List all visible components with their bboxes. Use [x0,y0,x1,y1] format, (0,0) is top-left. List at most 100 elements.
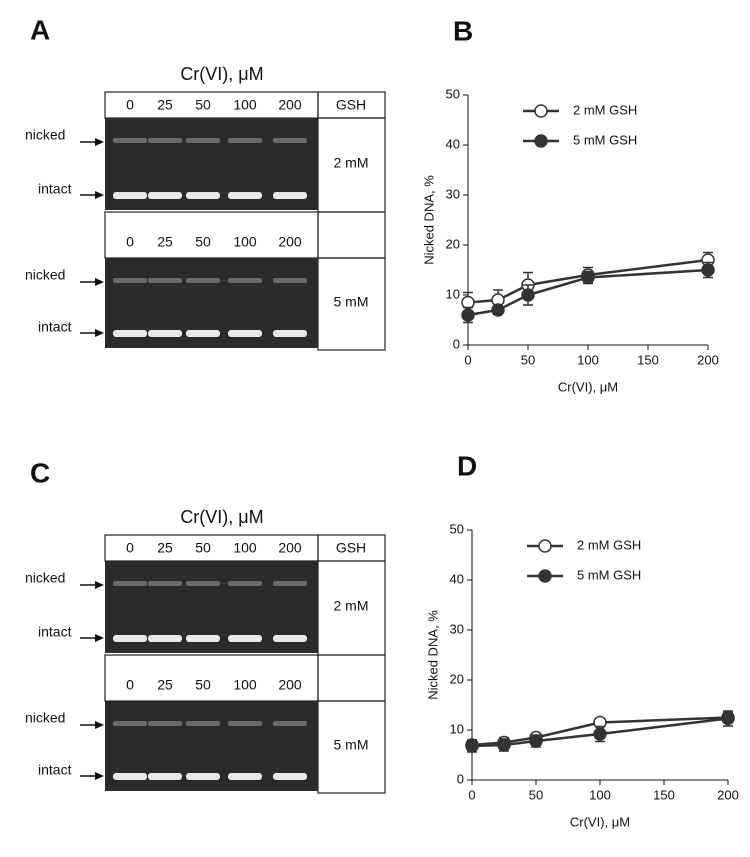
band-intact [113,192,147,199]
legend-marker [538,539,552,553]
band-intact [148,192,182,199]
arrow-head [95,278,104,286]
data-point [721,711,735,726]
band-nicked [273,581,307,586]
band-label: intact [38,624,72,640]
lane-label: 200 [278,677,302,693]
arrow-head [95,634,104,642]
legend-label: 5 mM GSH [577,567,641,582]
band-intact [228,192,262,199]
row-label: 5 mM [334,294,369,310]
band-nicked [186,721,220,726]
data-point [581,270,595,285]
band-nicked [228,581,262,586]
gsh-label: GSH [336,97,366,113]
band-label: intact [38,181,72,197]
legend-marker [538,569,552,583]
row-label: 5 mM [334,737,369,753]
y-tick-label: 10 [450,721,464,736]
row-label: 2 mM [334,155,369,171]
y-tick-label: 50 [446,86,460,101]
x-tick-label: 150 [653,787,675,802]
lane-label: 50 [195,540,211,556]
band-nicked [113,138,147,143]
arrow-head [95,772,104,780]
band-intact [186,773,220,780]
lane-label: 100 [233,540,257,556]
x-tick-label: 100 [589,787,611,802]
y-tick-label: 40 [450,571,464,586]
band-intact [113,635,147,642]
band-nicked [273,278,307,283]
band-intact [186,192,220,199]
lane-label: 25 [157,97,173,113]
gel-panel: C Cr(VI), μM GSH 2 mM nicked intact 5 mM nicked… [25,457,386,794]
y-tick-label: 20 [446,236,460,251]
lane-label: 25 [157,234,173,250]
y-axis-label: Nicked DNA, % [425,610,440,700]
band-nicked [148,278,182,283]
x-tick-label: 200 [717,787,739,802]
arrow-head [95,138,104,146]
band-nicked [273,721,307,726]
band-nicked [186,278,220,283]
x-tick-label: 50 [529,787,543,802]
band-intact [148,635,182,642]
data-point [521,288,535,302]
band-nicked [186,138,220,143]
legend-marker [534,134,548,148]
gel-header: Cr(VI), μM [180,64,263,84]
arrow-head [95,191,104,199]
lane-label: 25 [157,540,173,556]
y-axis-label: Nicked DNA, % [421,175,436,265]
x-tick-label: 0 [468,787,475,802]
band-intact [186,635,220,642]
y-tick-label: 40 [446,136,460,151]
data-point [491,303,505,317]
x-tick-label: 100 [577,352,599,367]
table-cell [317,654,386,702]
panel-letter: C [30,457,50,488]
lane-label: 50 [195,97,211,113]
lane-label: 100 [233,234,257,250]
x-tick-label: 50 [521,352,535,367]
panel-letter: A [30,14,50,45]
band-intact [186,330,220,337]
x-axis-label: Cr(VI), μM [570,814,630,829]
data-point [701,263,715,277]
y-tick-label: 50 [450,521,464,536]
gsh-label: GSH [336,540,366,556]
data-point [529,734,543,748]
band-label: nicked [25,127,65,143]
y-tick-label: 10 [446,286,460,301]
legend-marker [534,104,548,118]
lane-label: 0 [126,97,134,113]
band-nicked [186,581,220,586]
band-nicked [228,278,262,283]
legend-label: 5 mM GSH [573,132,637,147]
band-nicked [148,581,182,586]
arrow-head [95,329,104,337]
band-nicked [113,581,147,586]
row-label: 2 mM [334,598,369,614]
band-intact [148,773,182,780]
band-nicked [113,721,147,726]
lane-label: 25 [157,677,173,693]
lane-label: 200 [278,97,302,113]
band-intact [228,330,262,337]
data-point [461,308,475,322]
data-point [465,739,479,753]
data-point [593,727,607,741]
table-cell [317,211,386,259]
arrow-head [95,721,104,729]
arrow-head [95,581,104,589]
band-nicked [148,138,182,143]
band-intact [273,330,307,337]
band-label: intact [38,762,72,778]
x-tick-label: 0 [464,352,471,367]
lane-label: 50 [195,677,211,693]
band-label: nicked [25,267,65,283]
band-label: nicked [25,710,65,726]
band-intact [273,773,307,780]
